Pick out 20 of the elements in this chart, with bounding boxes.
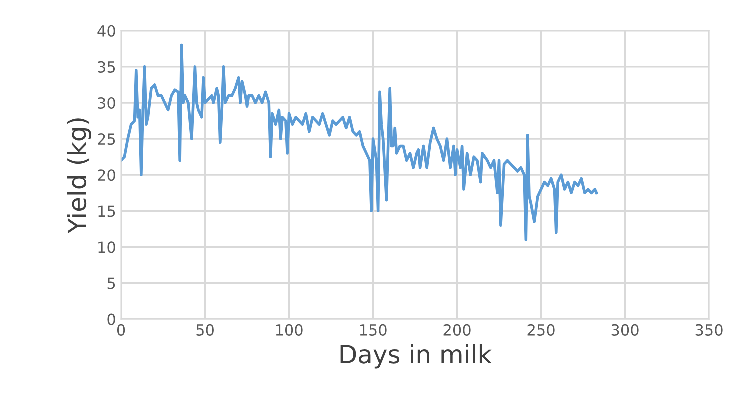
x-tick-label: 350 bbox=[696, 324, 723, 336]
x-axis-title: Days in milk bbox=[340, 344, 492, 369]
y-tick-label: 20 bbox=[98, 170, 116, 182]
x-tick-label: 150 bbox=[360, 324, 387, 336]
x-tick-label: 200 bbox=[444, 324, 471, 336]
x-tick-label: 100 bbox=[276, 324, 303, 336]
y-tick-label: 15 bbox=[98, 206, 116, 218]
y-tick-label: 35 bbox=[98, 61, 116, 73]
y-tick-label: 25 bbox=[98, 134, 116, 146]
x-tick-label: 250 bbox=[528, 324, 555, 336]
y-axis-title: Yield (kg) bbox=[67, 118, 92, 234]
x-tick-label: 0 bbox=[117, 324, 126, 336]
line-series bbox=[121, 44, 598, 242]
x-tick-label: 50 bbox=[196, 324, 214, 336]
y-tick-label: 0 bbox=[108, 314, 116, 326]
y-tick-label: 40 bbox=[98, 25, 116, 37]
y-tick-label: 5 bbox=[108, 278, 116, 290]
x-tick-label: 300 bbox=[612, 324, 639, 336]
y-tick-label: 10 bbox=[98, 242, 116, 254]
y-tick-label: 30 bbox=[98, 97, 116, 110]
